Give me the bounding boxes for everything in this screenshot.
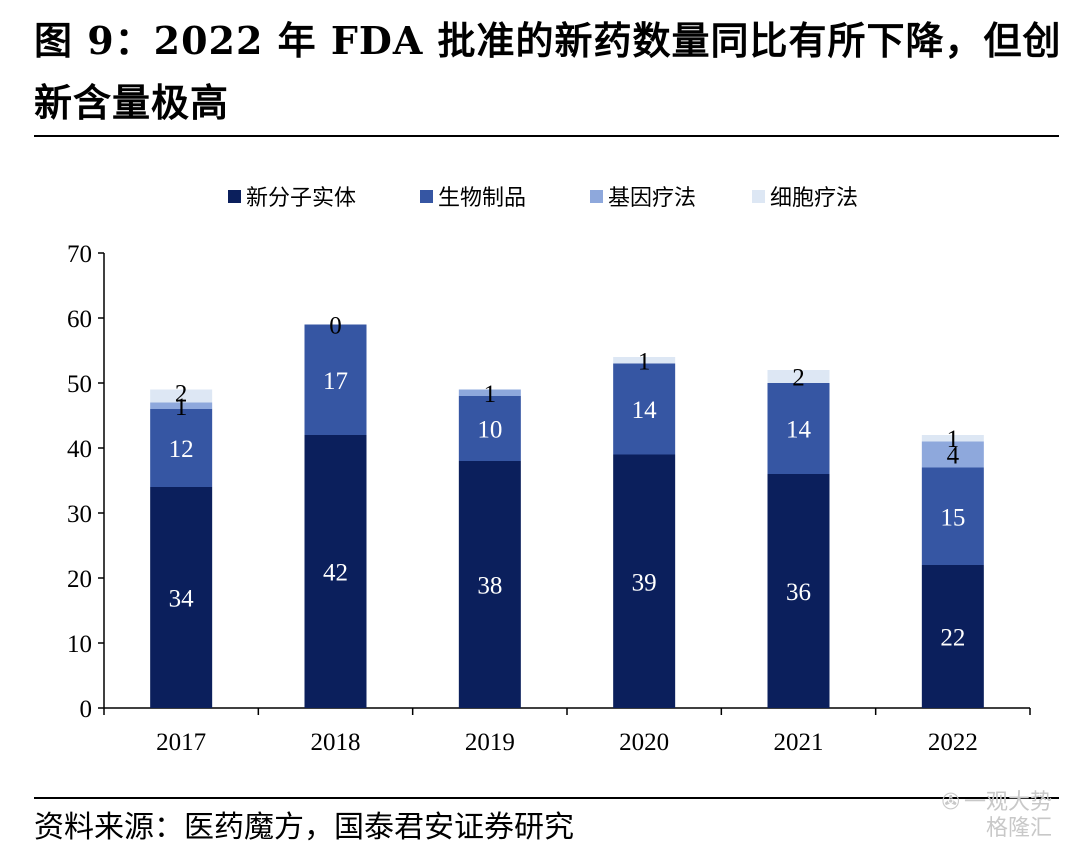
watermark: ✇ 一观大势 格隆汇: [942, 790, 1052, 842]
bar-2020-series-3: [613, 357, 676, 364]
legend-label-2: 基因疗法: [608, 186, 696, 211]
y-tick-label-0: 0: [80, 696, 93, 723]
data-label-2020-series-0: 39: [632, 569, 657, 596]
y-tick-label-2: 20: [67, 566, 92, 593]
data-label-2019-series-2: 1: [484, 381, 497, 408]
legend-swatch-3: [752, 190, 765, 203]
y-tick-label-1: 10: [67, 631, 92, 658]
data-label-2020-series-1: 14: [632, 397, 658, 424]
x-tick-label-2020: 2020: [619, 729, 669, 756]
data-label-2021-series-1: 14: [786, 417, 812, 444]
bar-2021-series-1: [767, 383, 830, 474]
bar-2017-series-0: [150, 487, 213, 708]
data-label-2017-series-2: 1: [175, 394, 188, 421]
bar-2017-series-1: [150, 409, 213, 487]
watermark-line1: 一观大势: [963, 790, 1052, 815]
source-note: 资料来源：医药魔方，国泰君安证券研究: [34, 810, 574, 845]
data-label-2021-series-0: 36: [786, 579, 811, 606]
top-divider: [34, 135, 1059, 137]
legend-swatch-2: [590, 190, 603, 203]
data-label-2021-series-3: 2: [792, 365, 805, 392]
chart-legend: 新分子实体 生物制品 基因疗法 细胞疗法: [228, 186, 858, 211]
data-label-2017-series-3: 2: [175, 381, 188, 408]
y-tick-label-3: 30: [67, 501, 92, 528]
chart-bars: [150, 324, 984, 708]
legend-swatch-0: [228, 190, 241, 203]
data-label-2019-series-1: 10: [477, 417, 502, 444]
data-label-2017-series-0: 34: [169, 586, 195, 613]
y-tick-label-4: 40: [67, 436, 92, 463]
data-label-2018-series-2: 0: [329, 313, 342, 340]
bar-2022-series-3: [921, 435, 984, 442]
data-label-2018-series-0: 42: [323, 560, 348, 587]
bar-2019-series-2: [458, 389, 521, 396]
wechat-icon: ✇: [941, 790, 960, 815]
page-title: 图 9：2022 年 FDA 批准的新药数量同比有所下降，但创新含量极高: [34, 18, 1062, 125]
bar-2020-series-1: [613, 363, 676, 455]
legend-label-3: 细胞疗法: [770, 186, 858, 211]
bar-2022-series-1: [921, 467, 984, 565]
data-label-2019-series-0: 38: [477, 573, 502, 600]
bar-2017-series-2: [150, 402, 213, 409]
x-tick-label-2018: 2018: [311, 729, 361, 756]
watermark-line2: 格隆汇: [985, 816, 1052, 841]
bar-2018-series-1: [304, 324, 367, 435]
bottom-divider: [34, 797, 1059, 799]
x-tick-label-2017: 2017: [156, 729, 206, 756]
legend-label-0: 新分子实体: [246, 186, 356, 211]
bar-2022-series-2: [921, 441, 984, 468]
y-tick-label-6: 60: [67, 306, 92, 333]
x-tick-label-2022: 2022: [928, 729, 978, 756]
bar-2021-series-3: [767, 370, 830, 383]
data-label-2022-series-0: 22: [940, 625, 965, 652]
y-tick-label-7: 70: [67, 241, 92, 268]
bar-2021-series-0: [767, 474, 830, 708]
x-tick-label-2019: 2019: [465, 729, 515, 756]
bar-2020-series-0: [613, 454, 676, 708]
x-tick-label-2021: 2021: [774, 729, 824, 756]
bar-2019-series-0: [458, 461, 521, 708]
data-label-2022-series-2: 4: [947, 443, 960, 470]
legend-swatch-1: [420, 190, 433, 203]
y-tick-label-5: 50: [67, 371, 92, 398]
bar-2022-series-0: [921, 565, 984, 708]
data-label-2022-series-3: 1: [947, 426, 960, 453]
data-label-2020-series-3: 1: [638, 348, 651, 375]
data-label-2017-series-1: 12: [169, 436, 194, 463]
bar-2019-series-1: [458, 396, 521, 461]
data-label-2018-series-1: 17: [323, 368, 348, 395]
bar-2017-series-3: [150, 389, 213, 403]
legend-label-1: 生物制品: [438, 186, 526, 211]
bar-2018-series-0: [304, 435, 367, 708]
data-label-2022-series-1: 15: [940, 504, 965, 531]
